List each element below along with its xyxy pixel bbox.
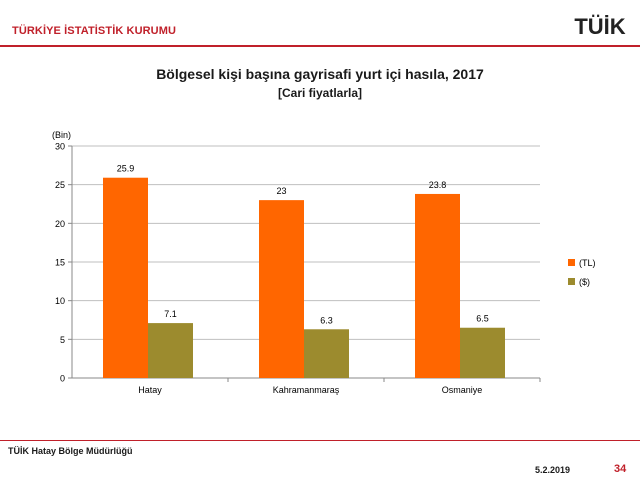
tuik-logo: TÜİK [574,14,625,39]
legend-swatch [568,278,575,285]
data-label: 23.8 [429,180,447,190]
data-label: 23 [276,186,286,196]
y-tick-label: 10 [55,296,65,306]
footer-office: TÜİK Hatay Bölge Müdürlüğü [8,446,133,456]
y-unit-label: (Bin) [52,130,71,140]
footer-divider [0,440,640,441]
y-tick-label: 25 [55,180,65,190]
chart-title: Bölgesel kişi başına gayrisafi yurt içi … [156,66,484,82]
bar-tl-2 [415,193,460,378]
data-label: 6.3 [320,315,333,325]
bar-usd-0 [148,323,193,378]
legend-label: ($) [579,277,590,287]
footer-date: 5.2.2019 [535,465,571,475]
bar-usd-1 [304,329,349,378]
logo-text: TÜİK [574,14,625,39]
legend-label: (TL) [579,258,596,268]
legend-swatch [568,259,575,266]
y-tick-label: 20 [55,219,65,229]
data-label: 7.1 [164,309,177,319]
data-label: 6.5 [476,314,489,324]
bar-usd-2 [460,327,505,378]
bar-chart: 0 5 10 15 20 25 30 (Bin) 25.9 7.1 Hatay 23 6.3 Kahram… [52,130,596,395]
y-tick-label: 0 [60,374,65,384]
organization-name: TÜRKİYE İSTATİSTİK KURUMU [12,25,177,37]
x-category-label: Hatay [138,385,162,395]
data-label: 25.9 [117,164,135,174]
y-tick-label: 5 [60,335,65,345]
y-tick-label: 30 [55,142,65,152]
page-number: 34 [614,463,627,475]
header-divider [0,45,640,47]
bar-tl-0 [103,177,148,378]
x-category-label: Osmaniye [442,385,483,395]
bar-tl-1 [259,200,304,378]
chart-subtitle: [Cari fiyatlarla] [277,86,363,100]
y-tick-label: 15 [55,258,65,268]
x-category-label: Kahramanmaraş [273,385,340,395]
